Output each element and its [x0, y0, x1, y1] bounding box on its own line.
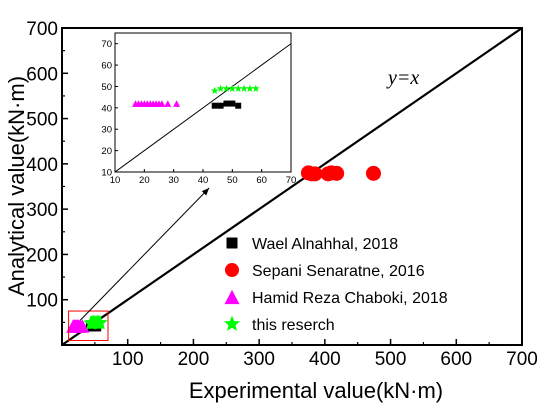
y-tick-label: 600 — [26, 64, 58, 85]
legend-label: Sepani Senaratne, 2016 — [252, 263, 425, 280]
inset-y-tick-label: 10 — [101, 168, 112, 179]
x-tick-label: 600 — [440, 349, 472, 370]
inset-y-tick-label: 70 — [101, 39, 112, 50]
legend-marker — [223, 315, 241, 331]
inset-data-point — [164, 100, 172, 107]
y-tick-label: 700 — [26, 19, 58, 40]
inset-data-point — [211, 102, 218, 109]
legend-marker — [224, 289, 240, 305]
inset-data-point — [223, 100, 230, 107]
inset-x-tick-label: 60 — [256, 175, 267, 186]
inset-reference-line — [115, 43, 291, 172]
inset-data-point — [222, 84, 231, 92]
inset-y-tick-label: 50 — [101, 82, 112, 93]
zoom-arrow — [80, 187, 210, 321]
inset-data-point — [216, 84, 225, 92]
x-tick-label: 100 — [112, 349, 144, 370]
zoom-arrow-head — [201, 188, 210, 196]
y-tick-label: 500 — [26, 110, 58, 131]
inset-data-point — [229, 100, 236, 107]
x-tick-label: 500 — [375, 349, 407, 370]
data-point — [365, 165, 381, 181]
y-tick-label: 400 — [26, 155, 58, 176]
inset-x-tick-label: 70 — [286, 175, 297, 186]
inset-data-point — [240, 84, 248, 92]
x-axis-title: Experimental value(kN·m) — [189, 378, 443, 403]
x-tick-label: 400 — [309, 349, 341, 370]
legend-label: Hamid Reza Chaboki, 2018 — [252, 290, 448, 307]
inset-x-tick-label: 40 — [198, 175, 209, 186]
legend-label: Wael Alnahhal, 2018 — [252, 236, 398, 253]
inset-data-point — [173, 100, 181, 107]
inset-x-tick-label: 20 — [139, 175, 150, 186]
data-point — [75, 319, 90, 333]
inset-data-point — [246, 84, 254, 92]
data-point — [307, 166, 323, 182]
inset-y-tick-label: 40 — [101, 103, 112, 114]
inset-data-point — [228, 84, 237, 92]
legend-label: this reserch — [252, 317, 335, 334]
y-tick-label: 300 — [26, 200, 58, 221]
x-tick-label: 200 — [178, 349, 210, 370]
inset-data-point — [158, 100, 166, 107]
inset-data-point — [210, 86, 219, 94]
inset-y-tick-label: 30 — [101, 125, 112, 136]
data-point — [329, 165, 345, 181]
inset-group: 10 20 30 40 50 60 70 10 20 30 40 50 60 70 — [101, 32, 297, 186]
inset-x-tick-label: 50 — [227, 175, 238, 186]
inset-x-tick-label: 10 — [110, 175, 121, 186]
inset-y-tick-label: 60 — [101, 61, 112, 72]
inset-y-tick-label: 20 — [101, 146, 112, 157]
x-tick-label: 300 — [243, 349, 275, 370]
inset-data-point — [234, 84, 242, 92]
y-tick-label: 100 — [26, 291, 58, 312]
inset-data-point — [235, 102, 242, 109]
reference-line — [62, 28, 522, 345]
inset-x-tick-label: 30 — [168, 175, 179, 186]
inset-data-point — [217, 102, 224, 109]
legend-marker — [226, 237, 238, 249]
y-tick-label: 200 — [26, 245, 58, 266]
y-axis-title: Analytical value(kN·m) — [4, 76, 29, 296]
legend-marker — [225, 263, 239, 277]
inset-data-point — [252, 84, 260, 92]
data-point — [92, 314, 108, 330]
zoom-box — [68, 310, 109, 341]
x-tick-label: 700 — [506, 349, 538, 370]
reference-line-label: y=x — [386, 67, 419, 89]
